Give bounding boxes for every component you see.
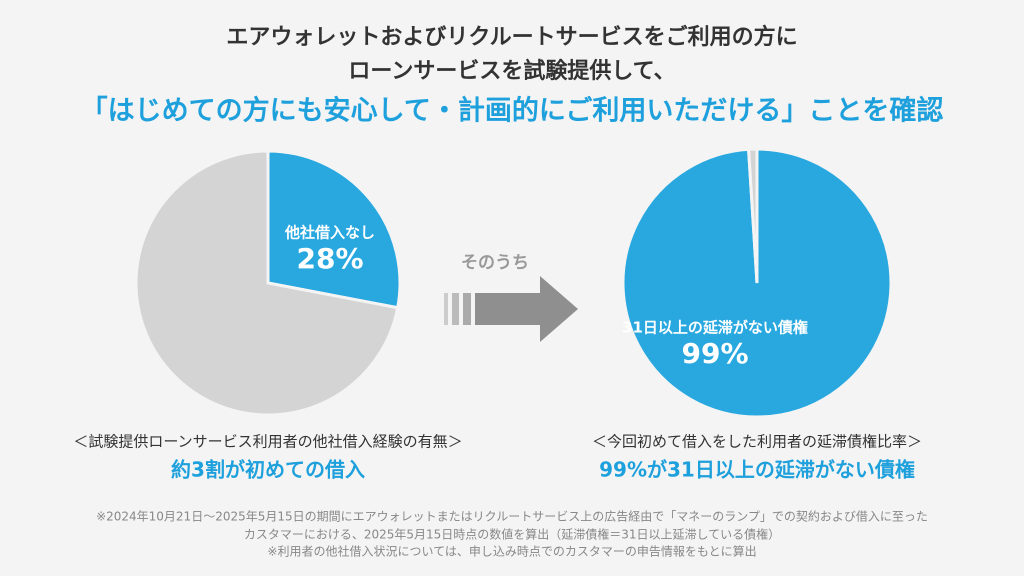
title-line: ローンサービスを試験提供して、 <box>348 58 675 84</box>
pie-slice <box>266 149 402 310</box>
slice-value: 28% <box>296 242 363 275</box>
chart-caption: ＜試験提供ローンサービス利用者の他社借入経験の有無＞ <box>73 433 462 451</box>
chart-caption: ＜今回初めて借入をした利用者の延滞債権比率＞ <box>592 433 922 451</box>
pie-slice <box>134 149 400 417</box>
footnote: ※2024年10月21日〜2025年5月15日の期間にエアウォレットまたはリクル… <box>96 509 928 524</box>
chart-headline: 99%が31日以上の延滞がない債権 <box>599 458 915 482</box>
slice-label: 31日以上の延滞がない債権 <box>622 319 808 337</box>
arrow <box>444 276 578 342</box>
pie-slice <box>746 147 759 284</box>
footnote: カスタマーにおける、2025年5月15日時点の数値を算出（延滞債権＝31日以上延… <box>244 527 780 542</box>
connector-label: そのうち <box>461 253 529 273</box>
title-line: エアウォレットおよびリクルートサービスをご利用の方に <box>226 24 797 50</box>
chart-headline: 約3割が初めての借入 <box>171 458 365 482</box>
footnote: ※利用者の他社借入状況については、申し込み時点でのカスタマーの申告情報をもとに算… <box>267 544 756 559</box>
slice-value: 99% <box>681 337 748 370</box>
slice-label: 他社借入なし <box>284 224 375 242</box>
highlight: 「はじめての方にも安心して・計画的にご利用いただける」ことを確認 <box>81 95 944 127</box>
